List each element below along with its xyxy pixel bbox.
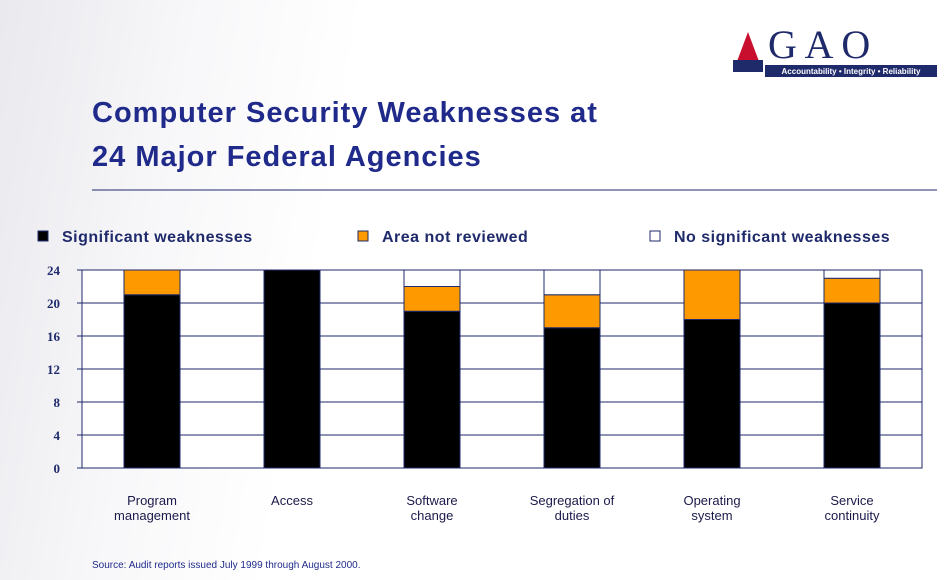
bar-segment	[823, 302, 881, 469]
chart-subtitle: 24 Major Federal Agencies	[92, 141, 482, 173]
y-tick-label: 4	[54, 428, 61, 443]
logo-tagline: Accountability • Integrity • Reliability	[782, 67, 922, 76]
y-tick-label: 12	[47, 362, 60, 377]
bar-segment	[403, 310, 461, 469]
legend-swatch	[649, 230, 661, 242]
y-tick-label: 24	[47, 263, 61, 278]
bar-segment	[403, 286, 461, 312]
bar-segment	[823, 269, 881, 279]
logo-band	[765, 65, 937, 77]
x-tick-label: Software change	[406, 493, 458, 523]
bar-segment	[823, 277, 881, 304]
logo: G A O Accountability • Integrity • Relia…	[733, 22, 937, 77]
bar-segment	[683, 269, 741, 320]
y-tick-label: 20	[47, 296, 60, 311]
legend-label: Area not reviewed	[382, 229, 528, 246]
y-tick-label: 16	[47, 329, 61, 344]
legend-label: Significant weaknesses	[62, 229, 253, 246]
bar-segment	[543, 327, 601, 469]
y-tick-label: 8	[54, 395, 61, 410]
bar-segment	[263, 269, 321, 469]
bar-segment	[683, 319, 741, 469]
bar-segment	[543, 269, 601, 296]
x-tick-label: Operating system	[683, 493, 741, 523]
chart-title: Computer Security Weaknesses at	[92, 97, 598, 129]
bar-segment	[543, 294, 601, 329]
x-tick-label: Service continuity	[824, 493, 880, 523]
logo-text: G A O	[768, 22, 870, 67]
bar-segment	[123, 294, 181, 469]
source-note: Source: Audit reports issued July 1999 t…	[92, 560, 361, 571]
bar-segment	[403, 269, 461, 287]
legend-swatch	[37, 230, 49, 242]
logo-icon-base	[733, 60, 763, 72]
x-tick-label: Segregation of duties	[529, 493, 615, 523]
x-tick-label: Program management	[114, 493, 190, 523]
bar-segment	[123, 269, 181, 296]
x-tick-label: Access	[271, 493, 313, 508]
legend-swatch	[357, 230, 369, 242]
y-tick-label: 0	[54, 461, 61, 476]
legend-label: No significant weaknesses	[674, 229, 890, 246]
